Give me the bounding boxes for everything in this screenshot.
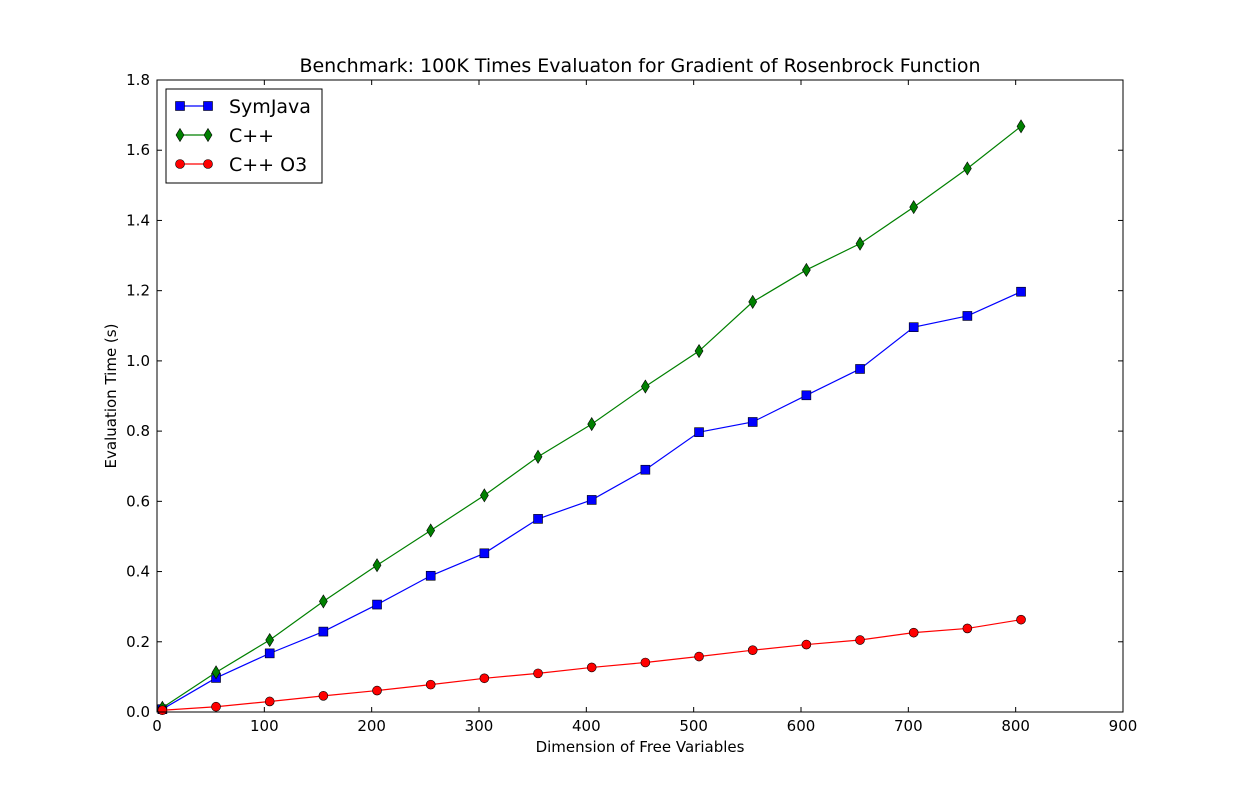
data-point-symjava <box>962 311 973 321</box>
data-point-cpp-o3 <box>855 635 865 645</box>
data-point-cpp <box>909 200 919 215</box>
data-point-symjava <box>264 648 275 659</box>
y-tick-label: 1.8 <box>126 71 150 89</box>
data-point-cpp <box>855 236 865 251</box>
plot-frame <box>156 79 1124 713</box>
x-tick-label: 900 <box>1109 717 1138 735</box>
data-point-cpp-o3 <box>586 662 597 673</box>
data-point-cpp-o3 <box>640 657 651 668</box>
data-point-cpp-o3 <box>157 705 168 716</box>
data-point-cpp <box>319 594 328 609</box>
x-tick-label: 100 <box>250 717 279 735</box>
legend-marker-cpp <box>203 127 213 143</box>
legend-label-cpp: C++ <box>229 125 274 147</box>
data-point-cpp-o3 <box>211 701 221 712</box>
legend-marker-symjava <box>203 101 213 111</box>
data-point-symjava <box>1016 286 1026 297</box>
y-tick-label: 0.4 <box>126 563 150 581</box>
data-point-symjava <box>318 626 329 637</box>
data-point-cpp-o3 <box>1016 614 1026 625</box>
data-point-cpp-o3 <box>962 623 973 634</box>
data-point-cpp <box>426 523 436 538</box>
legend-marker-cpp-o3 <box>175 159 185 169</box>
y-tick-label: 0.2 <box>126 633 150 651</box>
data-point-cpp <box>587 417 597 432</box>
x-tick-label: 600 <box>787 717 816 735</box>
data-point-symjava <box>801 390 812 401</box>
series-cpp-o3 <box>157 614 1026 716</box>
data-point-cpp <box>963 161 972 176</box>
data-point-symjava <box>479 548 490 559</box>
x-tick-label: 800 <box>1001 717 1030 735</box>
data-point-symjava <box>855 364 865 374</box>
data-point-symjava <box>533 514 543 524</box>
data-point-cpp <box>641 379 650 394</box>
x-tick-label: 500 <box>679 717 708 735</box>
x-tick-label: 300 <box>465 717 494 735</box>
data-point-cpp-o3 <box>694 651 704 662</box>
data-point-cpp <box>265 632 275 648</box>
legend-marker-cpp <box>175 127 185 143</box>
data-point-cpp-o3 <box>747 645 758 656</box>
data-point-cpp-o3 <box>372 685 382 696</box>
data-point-cpp <box>533 449 543 464</box>
series-cpp <box>158 119 1026 715</box>
legend-label-symjava: SymJava <box>229 96 311 118</box>
data-point-cpp-o3 <box>479 673 490 684</box>
legend-marker-symjava <box>175 101 185 111</box>
data-point-symjava <box>586 495 597 505</box>
data-point-cpp <box>1016 119 1026 134</box>
data-point-symjava <box>372 599 382 610</box>
y-tick-label: 1.4 <box>126 211 150 229</box>
y-tick-label: 1.6 <box>126 141 150 159</box>
data-point-cpp-o3 <box>318 691 329 701</box>
x-tick-label: 200 <box>357 717 386 735</box>
y-tick-label: 0.6 <box>126 492 150 510</box>
data-point-cpp-o3 <box>533 668 543 679</box>
series-layer <box>157 119 1026 716</box>
data-point-symjava <box>425 570 436 581</box>
data-point-cpp <box>480 488 489 503</box>
x-tick-label: 0 <box>152 717 162 735</box>
data-point-cpp <box>748 294 758 309</box>
y-tick-label: 1.2 <box>126 282 150 300</box>
data-point-cpp <box>372 558 382 573</box>
data-point-symjava <box>694 427 704 437</box>
y-axis-label: Evaluation Time (s) <box>102 324 120 469</box>
data-point-cpp-o3 <box>908 627 919 638</box>
data-point-cpp <box>802 262 811 278</box>
y-tick-label: 0.0 <box>126 703 150 721</box>
data-point-symjava <box>747 417 758 427</box>
data-point-symjava <box>640 464 651 475</box>
data-point-cpp-o3 <box>801 639 812 650</box>
x-tick-label: 700 <box>894 717 923 735</box>
ticks-layer: 0 100 200 300 400 500 600 700 800 900 0.0 0.2 0.4 0.6… <box>126 71 1137 735</box>
legend-box <box>165 88 323 184</box>
legend-marker-cpp-o3 <box>203 159 213 169</box>
data-point-cpp <box>211 665 221 680</box>
data-point-symjava <box>908 322 919 332</box>
chart-title: Benchmark: 100K Times Evaluaton for Grad… <box>299 55 980 77</box>
y-tick-label: 1.0 <box>126 352 150 370</box>
legend-label-cpp-o3: C++ O3 <box>229 154 307 176</box>
x-axis-label: Dimension of Free Variables <box>536 738 745 756</box>
legend: SymJava C++ C++ O3 <box>165 88 323 184</box>
data-point-cpp <box>694 343 704 359</box>
y-tick-label: 0.8 <box>126 422 150 440</box>
data-point-cpp-o3 <box>425 679 436 690</box>
x-tick-label: 400 <box>572 717 601 735</box>
data-point-cpp-o3 <box>264 696 275 707</box>
